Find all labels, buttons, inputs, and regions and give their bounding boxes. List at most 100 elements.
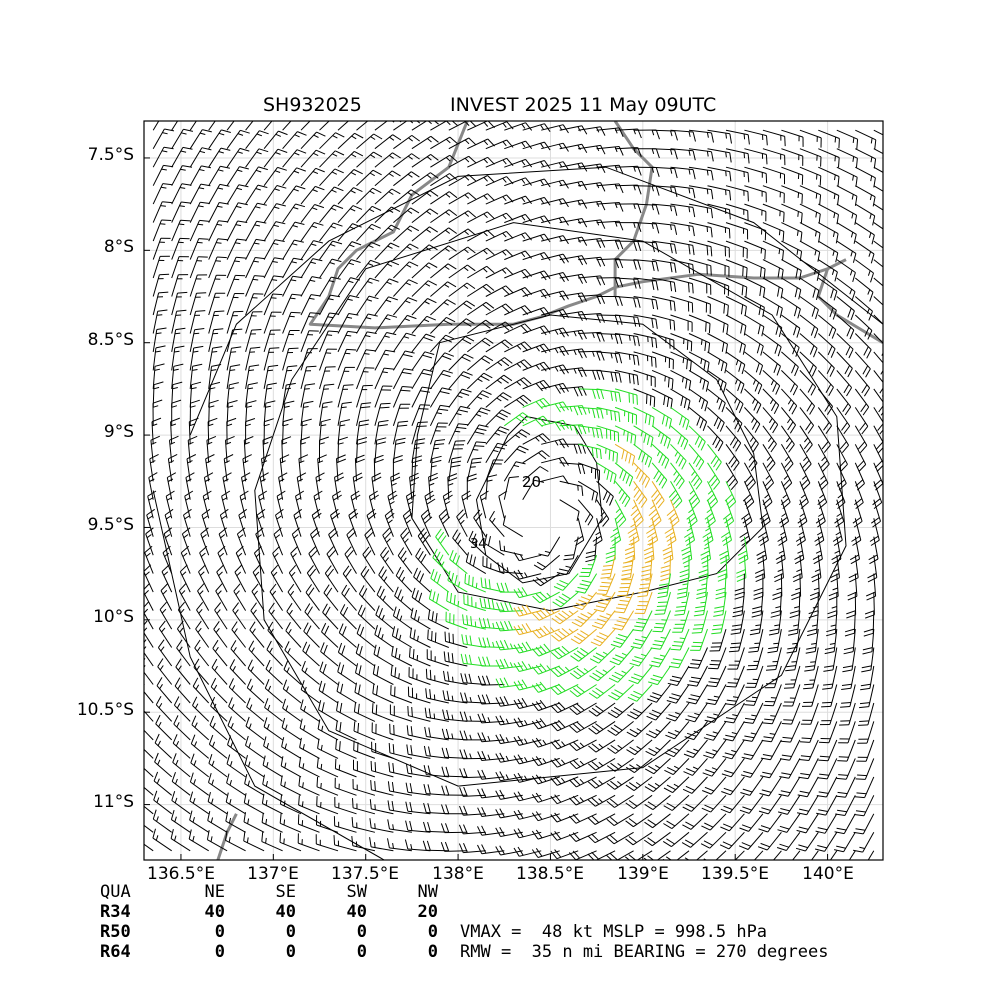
barb-feather — [559, 579, 569, 585]
barb-feather — [632, 355, 636, 365]
wind-barb — [448, 246, 476, 261]
barb-half-feather — [326, 334, 333, 336]
wind-barb — [688, 148, 714, 162]
barb-feather — [789, 614, 800, 619]
barb-staff — [285, 630, 302, 648]
wind-barb — [485, 285, 514, 297]
wind-barb — [855, 148, 877, 169]
barb-feather — [651, 356, 653, 367]
barb-half-feather — [539, 253, 544, 259]
wind-barb — [836, 203, 858, 225]
barb-half-feather — [464, 157, 470, 163]
barb-feather — [774, 344, 779, 354]
barb-feather — [296, 472, 307, 478]
barb-feather — [359, 419, 370, 423]
barb-half-feather — [161, 168, 167, 171]
barb-feather — [729, 171, 732, 182]
barb-half-feather — [751, 417, 755, 423]
wind-barb — [504, 377, 532, 390]
wind-barb — [578, 126, 606, 136]
wind-barb — [670, 314, 693, 332]
barb-staff — [522, 270, 545, 279]
wind-barb — [772, 573, 783, 601]
barb-staff — [467, 211, 488, 224]
wind-barb — [429, 387, 452, 408]
wind-barb — [430, 191, 458, 205]
barb-feather — [806, 646, 816, 650]
barb-half-feather — [464, 121, 470, 126]
barb-staff — [522, 215, 545, 224]
wind-barb — [282, 185, 306, 205]
wind-barb — [263, 275, 284, 297]
barb-staff — [359, 593, 376, 611]
barb-feather — [164, 128, 175, 132]
barb-half-feather — [320, 424, 327, 427]
barb-staff — [393, 121, 408, 131]
barb-feather — [692, 207, 696, 218]
barb-half-feather — [156, 332, 162, 335]
barb-feather — [482, 286, 491, 294]
barb-feather — [581, 181, 588, 191]
barb-feather — [580, 630, 590, 637]
wind-barb — [393, 207, 420, 223]
barb-feather — [859, 422, 866, 431]
barb-feather — [638, 496, 645, 505]
wind-barb — [278, 472, 288, 500]
barb-feather — [630, 508, 639, 517]
barb-feather — [876, 441, 883, 450]
wind-barb — [374, 206, 401, 223]
wind-barb — [207, 417, 218, 445]
barb-half-feather — [464, 230, 469, 235]
wind-barb — [356, 151, 383, 168]
barb-staff — [263, 167, 278, 186]
barb-half-feather — [464, 139, 470, 145]
barb-feather — [543, 197, 551, 206]
barb-feather — [384, 367, 394, 370]
barb-feather — [813, 558, 823, 565]
wind-barb — [646, 518, 659, 546]
wind-barb — [282, 203, 306, 223]
wind-barb — [873, 388, 883, 416]
barb-feather — [686, 359, 688, 370]
barb-feather — [628, 476, 634, 487]
wind-barb — [818, 240, 839, 263]
barb-feather — [865, 368, 871, 378]
barb-feather — [349, 295, 360, 299]
barb-feather — [795, 347, 800, 357]
barb-feather — [543, 607, 551, 616]
barb-half-feather — [405, 300, 411, 304]
wind-barb — [596, 425, 620, 443]
barb-feather — [853, 234, 857, 244]
barb-half-feather — [849, 269, 853, 276]
barb-feather — [429, 208, 439, 215]
barb-feather — [585, 558, 596, 563]
barb-feather — [410, 189, 420, 196]
barb-feather — [585, 550, 596, 554]
barb-feather — [669, 243, 673, 254]
barb-feather — [462, 388, 472, 393]
barb-feather — [651, 337, 654, 348]
barb-half-feather — [815, 193, 818, 199]
barb-staff — [374, 350, 386, 371]
barb-feather — [794, 558, 805, 565]
wind-barb — [725, 407, 743, 433]
barb-feather — [669, 262, 673, 273]
barb-feather — [618, 616, 629, 620]
barb-feather — [264, 418, 274, 423]
barb-feather — [643, 546, 654, 552]
barb-half-feather — [294, 515, 300, 520]
barb-feather — [653, 493, 661, 502]
barb-feather — [436, 593, 440, 604]
barb-feather — [599, 449, 602, 460]
barb-feather — [524, 305, 532, 314]
barb-staff — [485, 230, 507, 242]
wind-barb — [300, 418, 312, 445]
barb-feather — [342, 606, 349, 617]
barb-feather — [379, 588, 385, 598]
barb-feather — [159, 601, 167, 610]
wind-barb — [633, 185, 660, 196]
barb-feather — [844, 632, 855, 637]
barb-feather — [420, 554, 427, 563]
wind-barb — [707, 222, 731, 239]
barb-feather — [498, 412, 508, 418]
